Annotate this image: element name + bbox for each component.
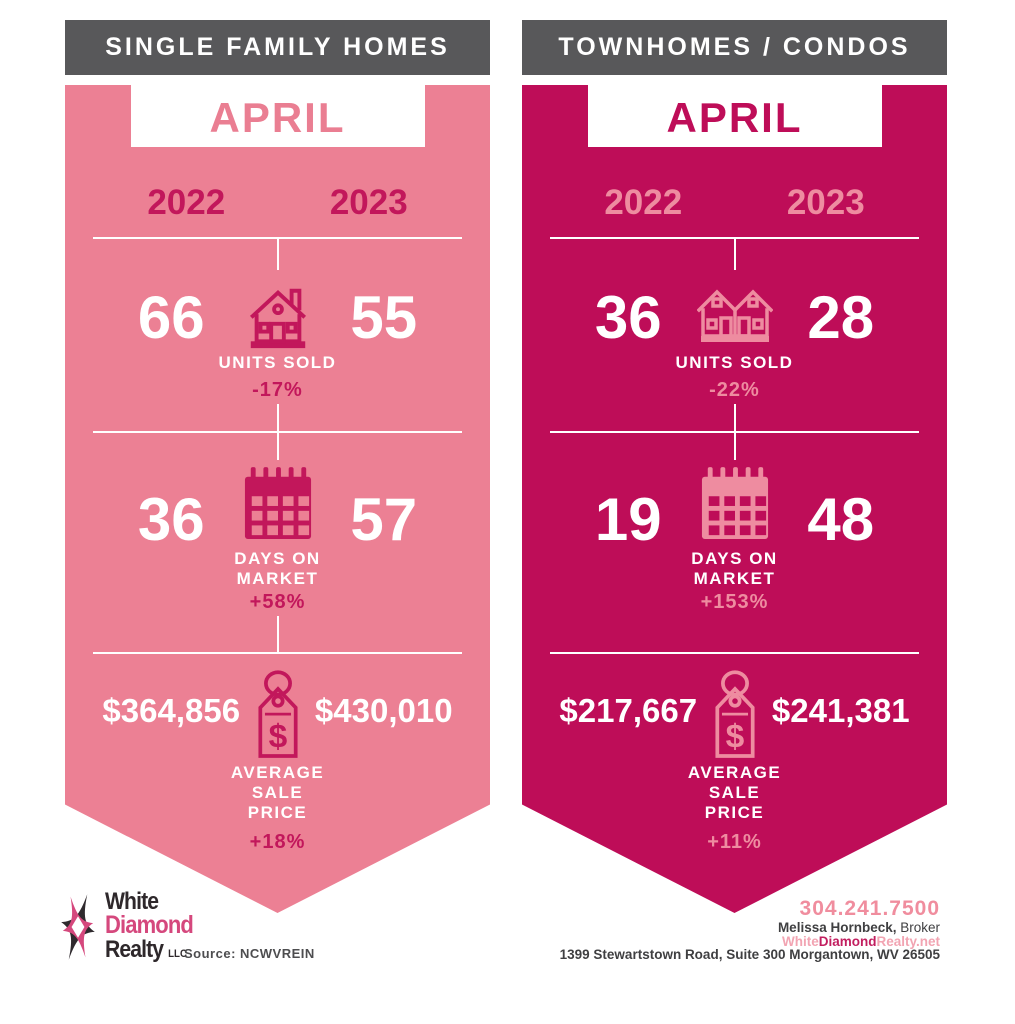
white-diamond-realty-logo: White Diamond Realty LLC [55,888,255,998]
divider-tick [733,239,736,270]
phone-number: 304.241.7500 [799,897,940,920]
price-2022-value: $364,856 [102,692,241,729]
data-source-label: Source: NCWVREIN [184,946,315,961]
pennant-banner: APRIL 2022 2023 66 55 [65,85,490,913]
price-2022-value: $217,667 [559,692,698,729]
days-2023-value: 57 [350,486,418,553]
avg-sale-price-change: +11% [707,831,762,853]
broker-title: Broker [896,920,940,935]
month-label: APRIL [666,94,803,141]
logo-word-white: White [105,888,159,915]
diamond-star-icon [61,894,95,960]
logo-wordmark: White Diamond Realty LLC [105,888,194,966]
price-tag-icon: $ [251,669,305,768]
avg-price-values: $217,667 $241,381 [522,689,947,733]
divider-line [93,237,462,270]
logo-word-diamond: Diamond [105,911,194,939]
units-sold-values: 66 55 [65,285,490,351]
month-label: APRIL [209,94,346,141]
year-2022-label: 2022 [147,183,226,222]
avg-price-values: $364,856 $430,010 [65,689,490,733]
price-2023-value: $430,010 [314,692,453,729]
divider-line [550,237,919,270]
years-row: 2022 2023 [95,183,460,223]
price-tag-icon: $ [708,669,762,768]
units-sold-change: -17% [252,379,303,401]
broker-name: Melissa Hornbeck, [777,920,897,935]
divider-line [550,652,919,654]
price-2023-value: $241,381 [771,692,910,729]
house-icon [243,281,313,358]
units-sold-2023-value: 55 [350,284,418,351]
year-2023-label: 2023 [329,183,408,222]
year-2022-label: 2022 [604,183,683,222]
units-sold-2023-value: 28 [807,284,875,351]
days-on-market-values: 19 48 [522,487,947,553]
divider-tick [276,404,279,460]
column-header: SINGLE FAMILY HOMES [65,20,490,75]
pennant-banner: APRIL 2022 2023 36 28 [522,85,947,913]
days-on-market-values: 36 57 [65,487,490,553]
days-2023-value: 48 [807,486,875,553]
days-on-market-change: +58% [249,591,306,613]
avg-sale-price-label: AVERAGE SALE PRICE [230,763,325,822]
contact-block: 304.241.7500 Melissa Hornbeck, Broker Wh… [560,897,940,962]
office-address: 1399 Stewartstown Road, Suite 300 Morgan… [559,947,940,962]
units-sold-label: UNITS SOLD [675,353,794,372]
avg-sale-price-label: AVERAGE SALE PRICE [687,763,782,822]
days-on-market-label: DAYS ON MARKET [691,549,778,588]
divider-tick [733,404,736,460]
year-2023-label: 2023 [786,183,865,222]
units-sold-change: -22% [709,379,760,401]
broker-line: Melissa Hornbeck, Broker [560,921,940,935]
units-sold-2022-value: 66 [137,284,205,351]
svg-text:$: $ [725,719,744,756]
divider-tick [276,239,279,270]
years-row: 2022 2023 [552,183,917,223]
column-header-label: SINGLE FAMILY HOMES [105,33,450,61]
single-family-column: SINGLE FAMILY HOMES APRIL 2022 2023 66 5… [65,0,490,1024]
divider-tick [276,616,279,652]
days-2022-value: 36 [137,486,205,553]
month-notch: APRIL [587,85,882,147]
logo-suffix-llc: LLC [168,948,187,960]
column-header-label: TOWNHOMES / CONDOS [558,33,911,61]
column-header: TOWNHOMES / CONDOS [522,20,947,75]
calendar-icon [243,467,313,548]
units-sold-values: 36 28 [522,285,947,351]
svg-text:$: $ [268,719,287,756]
units-sold-label: UNITS SOLD [218,353,337,372]
website-url: WhiteDiamondRealty.net [781,933,940,949]
days-on-market-change: +153% [700,591,769,613]
days-2022-value: 19 [594,486,662,553]
divider-line [93,404,462,460]
calendar-icon [700,467,770,548]
divider-line [93,616,462,654]
townhomes-condos-column: TOWNHOMES / CONDOS APRIL 2022 2023 36 28 [522,0,947,1024]
units-sold-2022-value: 36 [594,284,662,351]
month-notch: APRIL [130,85,425,147]
townhouse-icon [696,281,773,354]
logo-word-realty: Realty LLC [105,936,187,963]
avg-sale-price-change: +18% [249,831,306,853]
divider-line [550,404,919,460]
days-on-market-label: DAYS ON MARKET [234,549,321,588]
